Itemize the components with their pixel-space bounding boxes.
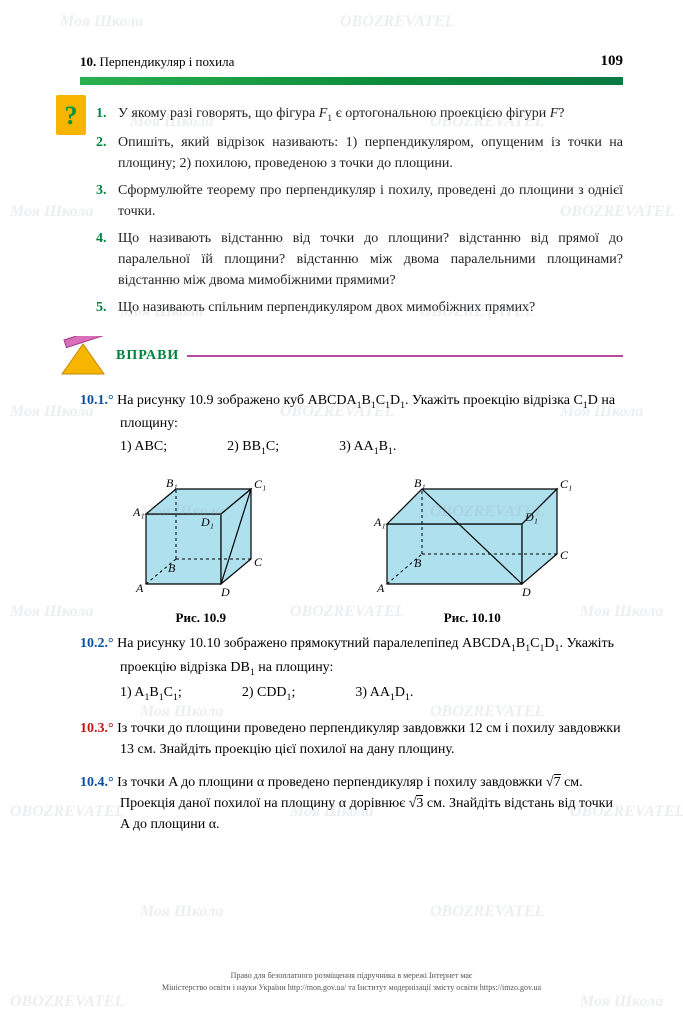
ruler-icon [60, 336, 108, 376]
section-line [187, 355, 623, 357]
question-item: 4. Що називають відстанню від точки до п… [96, 228, 623, 291]
question-item: 5. Що називають спільним перпендикуляром… [96, 297, 623, 318]
lbl: A [376, 581, 385, 595]
footer-line: Право для безоплатного розміщення підруч… [80, 970, 623, 982]
header-divider [80, 77, 623, 85]
opt: 3) AA1B1. [339, 436, 396, 459]
q-num: 4. [96, 228, 118, 291]
q-num: 1. [96, 103, 118, 126]
ex-num: 10.3.° [80, 721, 114, 736]
lbl: A [135, 581, 144, 595]
footer-copyright: Право для безоплатного розміщення підруч… [80, 970, 623, 994]
watermark: OBOZREVATEL [430, 900, 544, 924]
ex-text: Із точки A до площини α проведено перпен… [117, 774, 613, 832]
figures-row: A B C D A₁ B₁ C₁ D₁ Рис. 10.9 [80, 474, 623, 628]
opt: 2) BB1C; [227, 436, 279, 459]
fig-caption: Рис. 10.9 [121, 608, 281, 628]
q-num: 2. [96, 132, 118, 174]
opt: 3) AA1D1. [355, 682, 413, 705]
lbl: D [220, 585, 230, 599]
lbl: B [168, 561, 176, 575]
opt: 2) CDD1; [242, 682, 296, 705]
q-text: Що називають спільним перпендикуляром дв… [118, 297, 623, 318]
exercise-10-2: 10.2.° На рисунку 10.10 зображено прямок… [80, 633, 623, 705]
question-item: 3. Сформулюйте теорему про перпендикуляр… [96, 180, 623, 222]
exercise-10-4: 10.4.° Із точки A до площини α проведено… [80, 772, 623, 835]
ex-num: 10.2.° [80, 636, 114, 651]
watermark: Моя Школа [140, 900, 223, 924]
lbl: A₁ [373, 515, 386, 529]
question-item: 1. У якому разі говорять, що фігура F1 є… [96, 103, 623, 126]
opt: 1) ABC; [120, 436, 167, 459]
questions-block: 1. У якому разі говорять, що фігура F1 є… [96, 103, 623, 318]
lbl: C [560, 548, 569, 562]
lbl: B₁ [166, 476, 178, 490]
exercise-10-3: 10.3.° Із точки до площини проведено пер… [80, 718, 623, 760]
ex-num: 10.4.° [80, 775, 114, 790]
lbl: C₁ [254, 477, 266, 491]
ex-text: На рисунку 10.9 зображено куб ABCDA1B1C1… [117, 393, 615, 431]
ex-num: 10.1.° [80, 393, 114, 408]
lbl: D₁ [200, 515, 214, 529]
opt: 1) A1B1C1; [120, 682, 182, 705]
lbl: C [254, 555, 263, 569]
fig-caption: Рис. 10.10 [362, 608, 582, 628]
chapter-num: 10. [80, 54, 96, 69]
lbl: B [414, 556, 422, 570]
q-text: У якому разі говорять, що фігура F1 є ор… [118, 103, 623, 126]
question-item: 2. Опишіть, який відрізок називають: 1) … [96, 132, 623, 174]
question-mark-icon: ? [56, 95, 86, 135]
lbl: A₁ [132, 505, 145, 519]
lbl: D₁ [524, 510, 538, 524]
q-text: Опишіть, який відрізок називають: 1) пер… [118, 132, 623, 174]
q-num: 3. [96, 180, 118, 222]
lbl: D [521, 585, 531, 599]
q-text: Сформулюйте теорему про перпендикуляр і … [118, 180, 623, 222]
footer-line: Міністерство освіти і науки України http… [80, 982, 623, 994]
page-header: 10. Перпендикуляр і похила 109 [80, 50, 623, 73]
page-number: 109 [601, 50, 624, 73]
section-header: ВПРАВИ [60, 336, 623, 376]
ex-text: Із точки до площини проведено перпендику… [117, 721, 620, 757]
ex-text: На рисунку 10.10 зображено прямокутний п… [117, 636, 614, 674]
q-text: Що називають відстанню від точки до площ… [118, 228, 623, 291]
chapter-title: Перпендикуляр і похила [100, 54, 235, 69]
section-title: ВПРАВИ [116, 345, 179, 366]
figure-10-10: A B C D A₁ B₁ C₁ D₁ Рис. 10.10 [362, 474, 582, 628]
exercise-10-1: 10.1.° На рисунку 10.9 зображено куб ABC… [80, 390, 623, 460]
lbl: C₁ [560, 477, 572, 491]
figure-10-9: A B C D A₁ B₁ C₁ D₁ Рис. 10.9 [121, 474, 281, 628]
q-num: 5. [96, 297, 118, 318]
lbl: B₁ [414, 476, 426, 490]
